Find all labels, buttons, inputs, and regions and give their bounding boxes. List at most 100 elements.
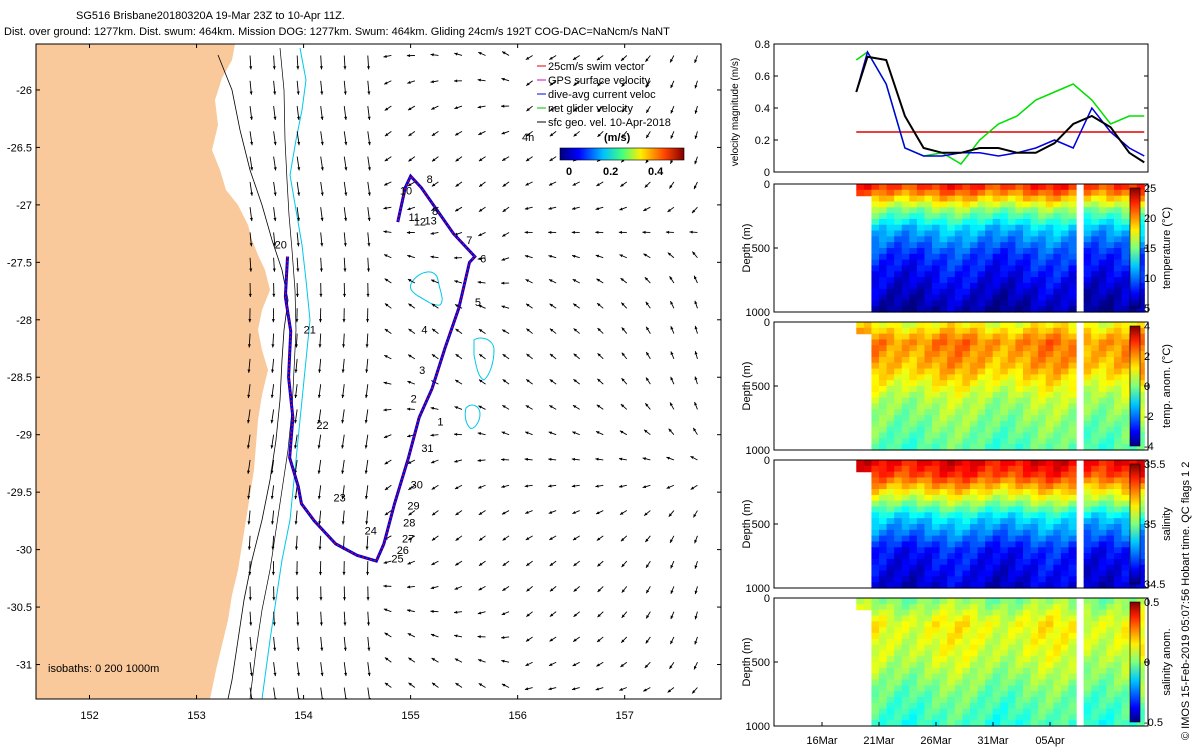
velocity-field	[246, 51, 698, 699]
isobath-1000m	[261, 47, 311, 699]
time-tick-2: 26Mar	[920, 735, 952, 747]
velocity-ylabel: velocity magnitude (m/s)	[730, 58, 741, 166]
salinity-ytick-1: 500	[752, 519, 770, 531]
temp_anomaly-cb-tick-2: 0	[1144, 381, 1150, 393]
time-tick-0: 16Mar	[806, 735, 838, 747]
map-ytick-1: -26.5	[7, 142, 32, 154]
day-label-1: 2	[411, 394, 417, 406]
time-tick-1: 21Mar	[863, 735, 895, 747]
section-panel-salinity: 0 500 1000 Depth (m) 35.5 35 34.5 salinity	[741, 455, 1173, 595]
day-label-11: 12	[414, 217, 426, 229]
temperature-cb-tick-4: 5	[1144, 303, 1150, 315]
time-axis: 16Mar 21Mar 26Mar 31Mar 05Apr	[806, 722, 1065, 747]
day-label-0: 1	[437, 417, 443, 429]
velocity-plot: 0 0.2 0.4 0.6 0.8 velocity magnitude (m/s)	[730, 39, 1149, 179]
salinity_anomaly-colorbar	[1129, 601, 1141, 723]
vel-ytick-0: 0	[764, 167, 770, 179]
time-tick-3: 31Mar	[977, 735, 1009, 747]
map-ytick-9: -30.5	[7, 602, 32, 614]
eddy-contour-1	[409, 271, 443, 306]
day-label-17: 24	[365, 526, 377, 538]
salinity-ylabel: Depth (m)	[741, 500, 753, 549]
temperature-cb-tick-0: 25	[1144, 183, 1156, 195]
track-line-blue	[283, 173, 477, 563]
day-label-18: 25	[391, 553, 403, 565]
day-label-20: 27	[402, 534, 414, 546]
salinity_anomaly-cb-tick-1: 0	[1144, 657, 1150, 669]
legend-dive: dive-avg current veloc	[548, 89, 656, 101]
isobath-200m	[249, 47, 297, 699]
temperature-ylabel: Depth (m)	[741, 224, 753, 273]
day-label-15: 22	[316, 420, 328, 432]
vel-ytick-3: 0.6	[755, 71, 770, 83]
vel-ytick-1: 0.2	[755, 135, 770, 147]
temperature-cb-label: temperature (°C)	[1161, 207, 1173, 289]
day-label-19: 26	[397, 545, 409, 557]
temp_anomaly-ylabel: Depth (m)	[741, 362, 753, 411]
day-label-8: 8	[427, 174, 433, 186]
map-ytick-5: -28.5	[7, 372, 32, 384]
day-label-3: 4	[421, 325, 427, 337]
legend-sfc: sfc geo. vel. 10-Apr-2018	[548, 117, 671, 129]
day-label-7: 8	[432, 206, 438, 218]
map-axis-ticks: 152 153 154 155 156 157-26-26.5-27-27.5-28-28…	[7, 44, 721, 722]
day-label-12: 13	[425, 215, 437, 227]
glider-track	[283, 173, 477, 563]
eddy-contour-3	[464, 404, 481, 429]
day-label-10: 11	[408, 212, 419, 224]
day-labels: 1234567881011121320212223242526272829303…	[275, 174, 487, 565]
day-label-13: 20	[275, 240, 287, 252]
title-line-1: SG516 Brisbane20180320A 19-Mar 23Z to 10…	[76, 10, 345, 22]
temp_anomaly-ytick-2: 1000	[746, 445, 770, 457]
temperature-cb-tick-3: 10	[1144, 273, 1156, 285]
temp_anomaly-ytick-0: 0	[764, 317, 770, 329]
day-label-21: 28	[403, 518, 415, 530]
salinity-ytick-0: 0	[764, 455, 770, 467]
map-ytick-0: -26	[16, 85, 32, 97]
section-panel-temp_anomaly: 0 500 1000 Depth (m) 4 2 0 -2 -4 temp. anom. (°C)	[741, 317, 1173, 457]
legend-net: net glider velocity	[548, 103, 633, 115]
vel-ytick-2: 0.4	[755, 103, 770, 115]
colorbar-tick-1: 0.2	[603, 166, 618, 178]
day-label-16: 23	[334, 492, 346, 504]
vel-series-3	[855, 55, 1145, 164]
map-ytick-10: -31	[16, 660, 32, 672]
salinity-cb-tick-1: 35	[1144, 519, 1156, 531]
section-panel-salinity_anomaly: 0 500 1000 Depth (m) 0.5 0 -0.5 salinity anom.	[741, 593, 1173, 733]
legend-gps: GPS surface velocity	[548, 75, 651, 87]
colorbar-tick-0: 0	[566, 166, 572, 178]
map-xtick-5: 157	[615, 710, 633, 722]
temp_anomaly-cb-tick-3: -2	[1144, 411, 1154, 423]
salinity_anomaly-ytick-1: 500	[752, 657, 770, 669]
temp_anomaly-cb-tick-0: 4	[1144, 321, 1150, 333]
legend-swim: 25cm/s swim vector	[548, 61, 645, 73]
temperature-ytick-0: 0	[764, 179, 770, 191]
map-ytick-7: -29.5	[7, 487, 32, 499]
map-xtick-3: 155	[401, 710, 419, 722]
day-label-14: 21	[304, 325, 316, 337]
isobath-label: isobaths: 0 200 1000m	[48, 663, 159, 675]
legend-extra: 4h	[522, 132, 534, 144]
map-ytick-4: -28	[16, 315, 32, 327]
vel-ytick-4: 0.8	[755, 39, 770, 51]
day-label-23: 30	[411, 480, 423, 492]
footer-credit: © IMOS 15-Feb-2019 05:07:56 Hobart time.…	[1180, 461, 1192, 740]
map-ytick-3: -27.5	[7, 257, 32, 269]
temperature-ytick-1: 500	[752, 243, 770, 255]
temperature-cb-tick-2: 15	[1144, 243, 1156, 255]
temperature-cb-tick-1: 20	[1144, 213, 1156, 225]
map-ytick-2: -27	[16, 200, 32, 212]
day-label-6: 7	[466, 235, 472, 247]
day-label-22: 29	[407, 500, 419, 512]
temp_anomaly-cb-label: temp. anom. (°C)	[1161, 344, 1173, 428]
map-colorbar	[559, 147, 685, 161]
day-label-2: 3	[419, 365, 425, 377]
temp_anomaly-cb-tick-1: 2	[1144, 351, 1150, 363]
map-xtick-2: 154	[294, 710, 312, 722]
colorbar-title: (m/s)	[604, 132, 631, 144]
day-label-9: 10	[400, 186, 412, 198]
map-ytick-6: -29	[16, 430, 32, 442]
temp_anomaly-cb-tick-4: -4	[1144, 441, 1154, 453]
salinity-cb-tick-2: 34.5	[1144, 579, 1165, 591]
map-legend: 25cm/s swim vector GPS surface velocity …	[522, 61, 685, 178]
